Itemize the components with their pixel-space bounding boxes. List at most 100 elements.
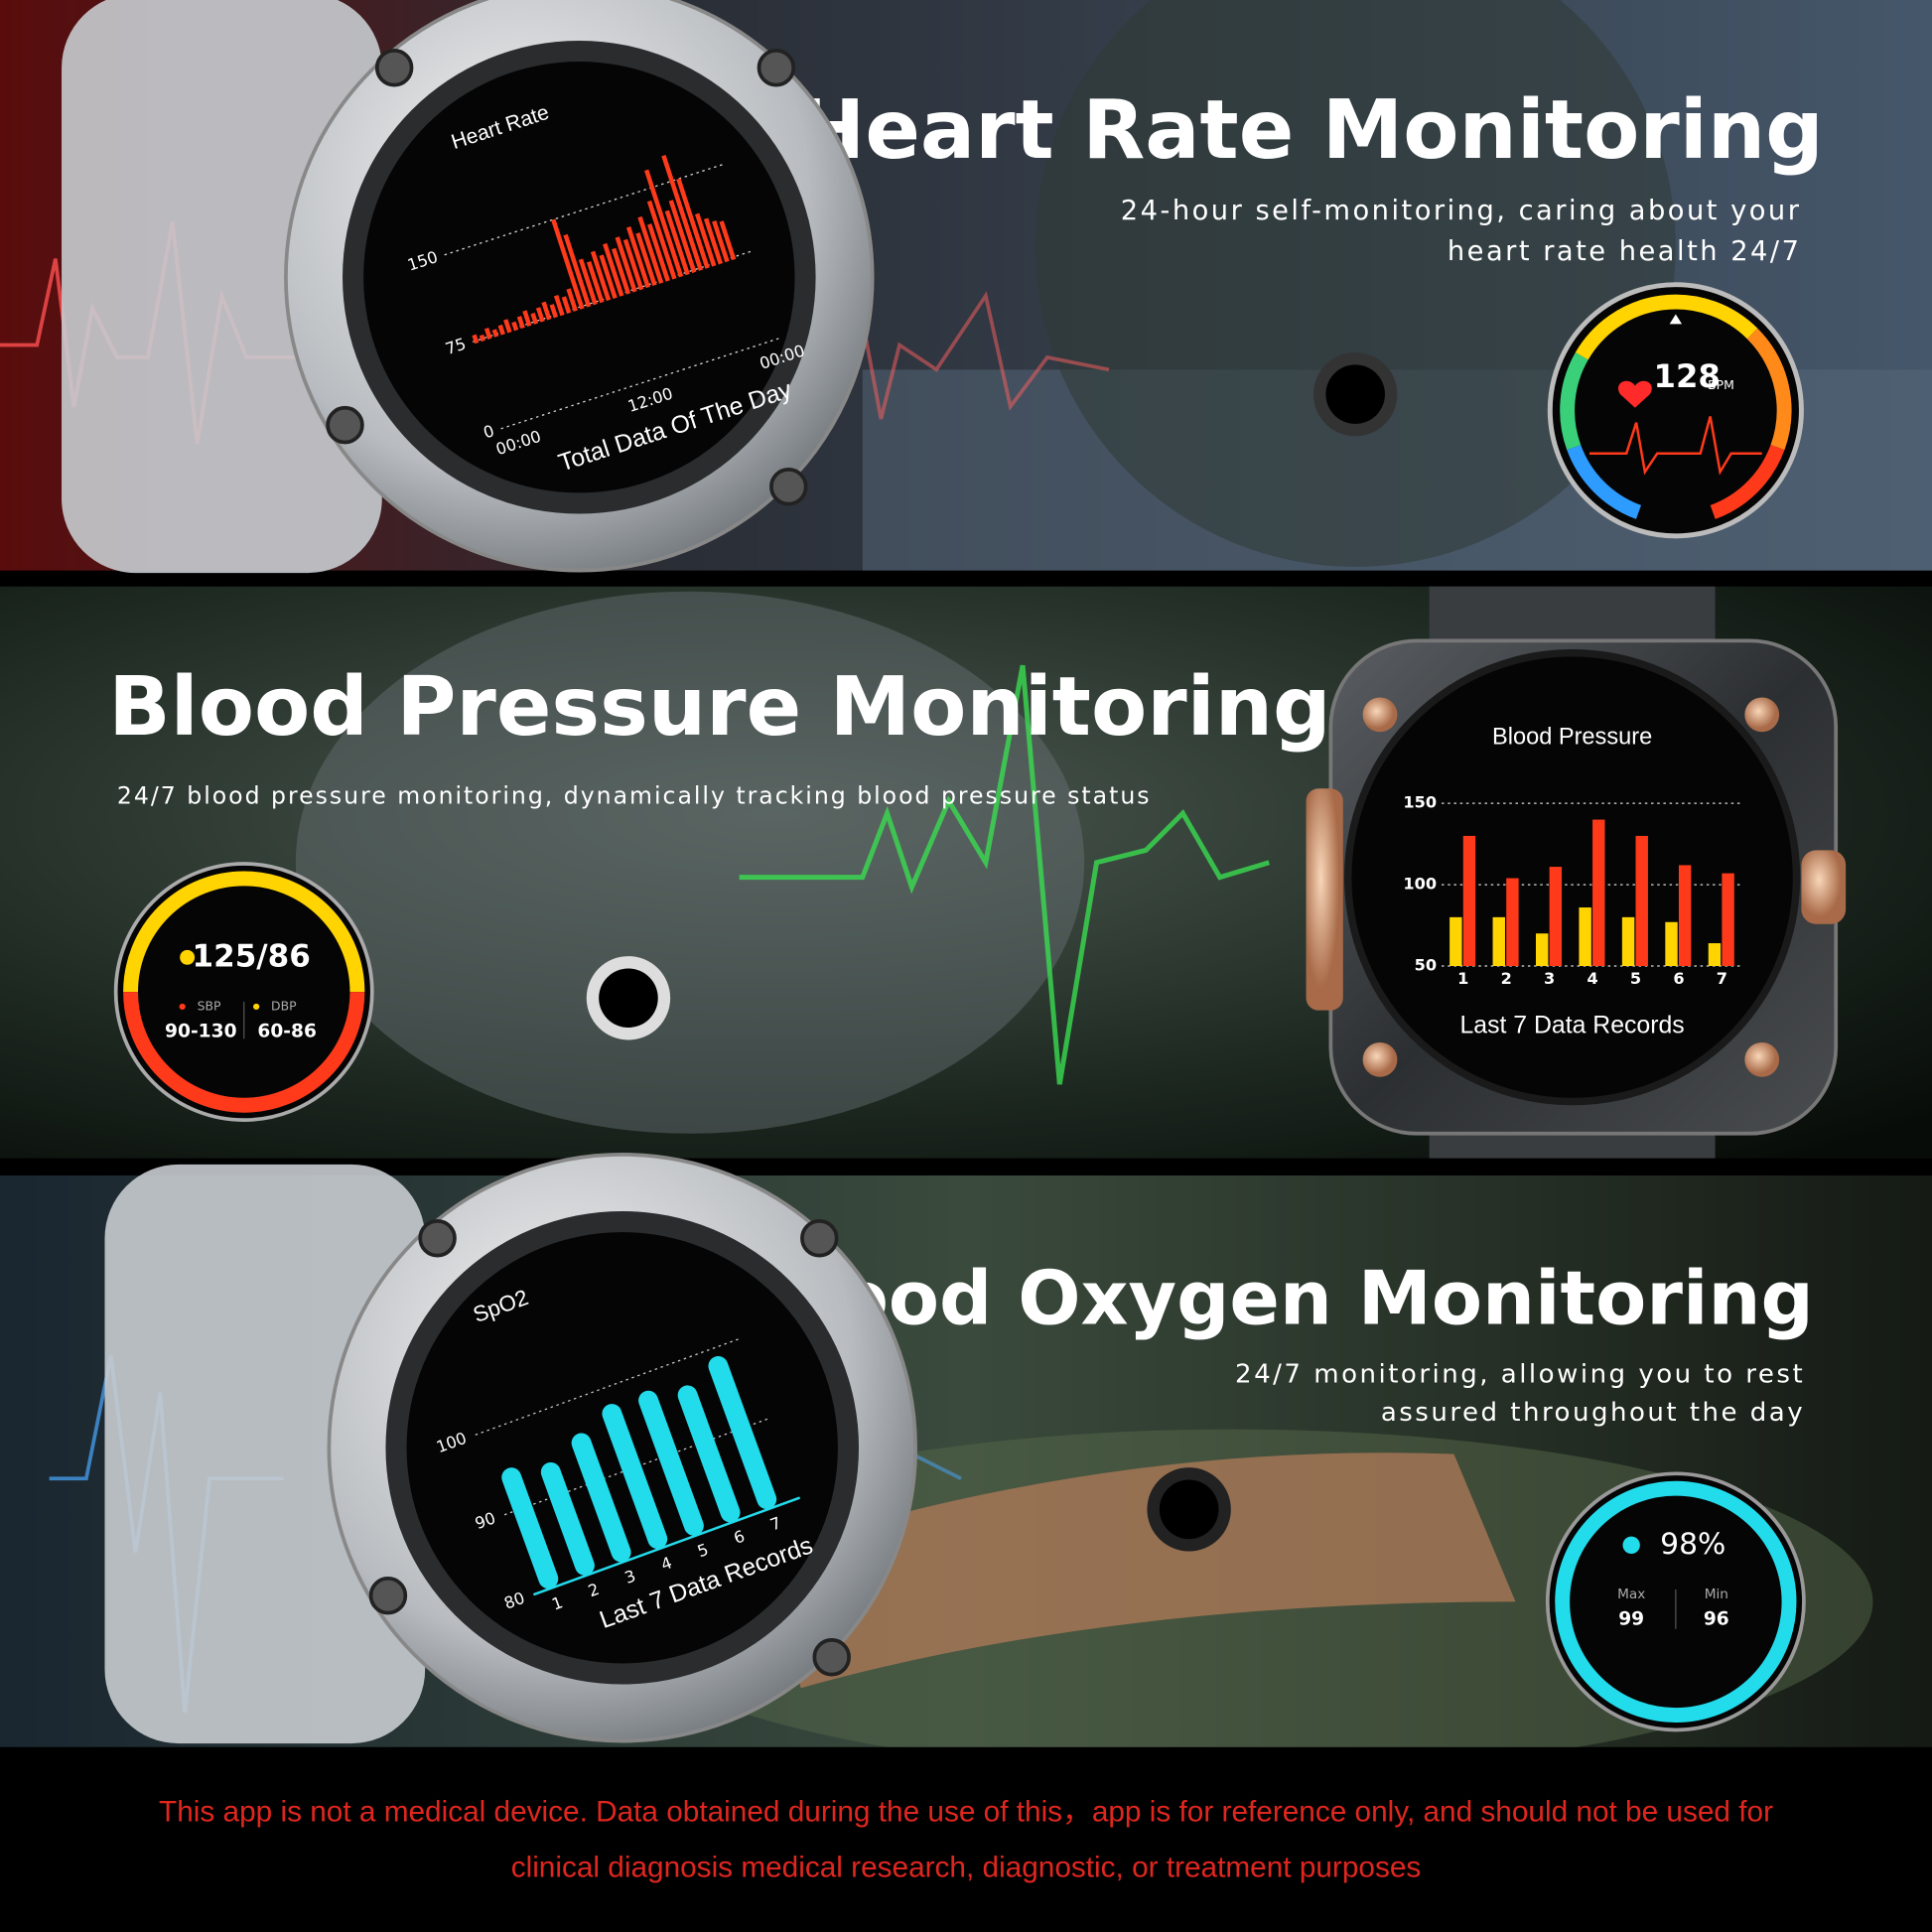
widget-arc <box>1746 328 1792 451</box>
bar <box>1621 916 1635 966</box>
bar <box>541 301 552 321</box>
bar <box>1592 819 1605 966</box>
bar <box>638 1390 704 1536</box>
grid-line <box>500 337 783 430</box>
widget-arc <box>1575 294 1758 360</box>
widget-arc <box>1560 351 1588 451</box>
x-tick-label: 5 <box>1630 969 1641 988</box>
bar <box>511 321 519 332</box>
widget-arc <box>1567 444 1642 519</box>
panel-subtitle: 24-hour self-monitoring, caring about yo… <box>1121 196 1802 226</box>
widget-label: DBP <box>271 998 297 1013</box>
bar <box>1678 865 1692 966</box>
widget-label: Min <box>1705 1587 1728 1602</box>
screw <box>368 1576 408 1615</box>
widget <box>113 862 374 1122</box>
screw <box>1362 1041 1398 1077</box>
panel-subtitle: 24/7 blood pressure monitoring, dynamica… <box>117 781 1152 809</box>
bar <box>703 217 724 265</box>
widget-arc <box>1555 1480 1797 1724</box>
bar <box>664 209 690 276</box>
watch-screen <box>1344 649 1801 1106</box>
screw <box>374 49 414 87</box>
widget-stat: 99 <box>1618 1608 1644 1629</box>
bar <box>1492 916 1505 966</box>
pulse-line <box>1588 416 1762 476</box>
x-tick-label: 1 <box>1457 969 1468 988</box>
pulse-line <box>836 291 1110 420</box>
panel-subtitle: assured throughout the day <box>1381 1398 1805 1428</box>
bar <box>635 232 657 287</box>
bar <box>712 220 730 263</box>
bar <box>551 218 585 310</box>
widget-value: 128 <box>1654 357 1721 395</box>
bar <box>599 254 618 299</box>
bar <box>501 1467 559 1589</box>
x-tick-label: 7 <box>1717 969 1727 988</box>
widget-stat: 96 <box>1704 1608 1729 1629</box>
bar <box>1535 933 1549 966</box>
athlete <box>1035 0 1676 567</box>
crown-guard <box>1306 788 1343 1011</box>
bar <box>516 316 525 330</box>
x-tick-label: 6 <box>1673 969 1684 988</box>
widget-range: 60-86 <box>257 1021 317 1041</box>
watch-band <box>62 0 382 574</box>
bar <box>611 247 631 295</box>
bar <box>1708 943 1722 966</box>
bar <box>479 334 486 343</box>
bar <box>535 307 545 323</box>
disclaimer: This app is not a medical device. Data o… <box>159 1796 1773 1829</box>
bar <box>676 178 710 269</box>
bar <box>647 223 670 282</box>
bar <box>668 200 697 274</box>
bar <box>677 1385 741 1523</box>
bar <box>553 294 565 317</box>
screw <box>1744 1041 1780 1077</box>
widget-arc <box>123 992 365 1113</box>
screw <box>326 405 364 445</box>
widget-label: SBP <box>198 998 221 1013</box>
y-tick-label: 100 <box>1403 875 1437 894</box>
panel-title: Heart Rate Monitoring <box>797 83 1824 178</box>
bar <box>625 226 650 289</box>
screw <box>1362 697 1398 733</box>
bar <box>708 1356 777 1510</box>
bar <box>1722 873 1734 966</box>
widget-label: Max <box>1617 1587 1645 1602</box>
bar <box>1549 867 1563 966</box>
x-tick-label: 4 <box>1587 969 1597 988</box>
screw <box>769 467 808 506</box>
bar <box>1635 835 1648 966</box>
disclaimer: clinical diagnosis medical research, dia… <box>511 1852 1422 1884</box>
bar <box>549 304 559 319</box>
chart-title: Blood Pressure <box>1492 724 1652 750</box>
panel-subtitle: 24/7 monitoring, allowing you to rest <box>1235 1360 1805 1390</box>
bar <box>578 258 598 306</box>
bar <box>695 212 717 267</box>
bar <box>483 328 492 340</box>
legend-dot <box>253 1003 260 1011</box>
bar <box>561 296 572 315</box>
disclaimer-bg <box>0 1746 1932 1932</box>
grid-line <box>532 1496 801 1596</box>
screw <box>800 1219 839 1258</box>
bar <box>590 250 612 302</box>
bar <box>615 236 637 293</box>
bar <box>644 169 684 278</box>
bar <box>719 220 737 261</box>
panel-subtitle: heart rate health 24/7 <box>1448 236 1802 267</box>
x-tick-label: 2 <box>1501 969 1512 988</box>
grid-line <box>475 1337 743 1436</box>
widget <box>1547 282 1804 539</box>
legend-dot <box>179 1003 186 1011</box>
panel-title: Blood Pressure Monitoring <box>108 660 1330 755</box>
heart-icon <box>1617 380 1652 408</box>
runner <box>295 591 1085 1134</box>
watch-band <box>104 1164 426 1744</box>
y-tick-label: 50 <box>1415 956 1437 975</box>
wrist-watch-screen <box>1159 1479 1219 1540</box>
widget-icon <box>180 949 196 965</box>
